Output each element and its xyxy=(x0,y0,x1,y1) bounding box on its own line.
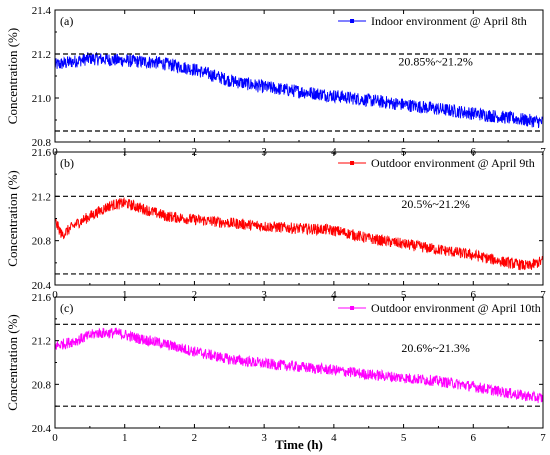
x-tick-label: 4 xyxy=(331,432,337,444)
y-tick-label: 21.6 xyxy=(32,292,52,304)
x-tick-label: 6 xyxy=(471,432,477,444)
legend-label: Indoor environment @ April 8th xyxy=(371,14,527,28)
y-tick-label: 21.6 xyxy=(32,147,52,159)
y-tick-label: 20.8 xyxy=(32,236,52,248)
x-tick-label: 2 xyxy=(192,289,198,301)
panel-label: (a) xyxy=(60,14,73,28)
x-axis-label: Time (h) xyxy=(275,437,323,452)
x-tick-label: 7 xyxy=(540,289,546,301)
x-tick-label: 1 xyxy=(122,289,128,301)
y-axis-label: Concentration (%) xyxy=(5,28,20,124)
data-series-line xyxy=(54,197,544,271)
y-tick-label: 21.0 xyxy=(32,93,52,105)
range-annotation: 20.5%~21.2% xyxy=(401,197,469,211)
legend-marker xyxy=(350,19,355,23)
data-series-line xyxy=(54,327,544,404)
x-tick-label: 5 xyxy=(401,289,407,301)
x-tick-label: 6 xyxy=(471,289,477,301)
legend-marker xyxy=(350,306,355,310)
chart-panel-3: 0 1 2 3 4 5 6 7 20.4 20.8 21.2 21.6 Concentration (%… xyxy=(5,292,546,452)
plot-frame xyxy=(54,296,544,429)
y-tick-label: 20.8 xyxy=(32,137,52,149)
x-tick-label: 3 xyxy=(261,432,267,444)
x-tick-label: 3 xyxy=(261,289,267,301)
y-tick-label: 20.4 xyxy=(32,280,52,292)
y-tick-label: 20.8 xyxy=(32,379,52,391)
y-tick-label: 20.4 xyxy=(32,423,52,435)
x-tick-label: 5 xyxy=(401,432,407,444)
y-axis-label: Concentration (%) xyxy=(5,170,20,266)
y-tick-label: 21.2 xyxy=(32,49,51,61)
y-tick-label: 21.2 xyxy=(32,191,51,203)
x-tick-label: 2 xyxy=(192,432,198,444)
x-tick-label: 7 xyxy=(540,432,546,444)
y-tick-label: 21.2 xyxy=(32,336,51,348)
plot-frame xyxy=(54,151,544,286)
chart-panel-2: 0 1 2 3 4 5 6 7 20.4 20.8 21.2 21.6 Concentration (%… xyxy=(5,147,546,301)
plot-frame xyxy=(54,9,544,143)
y-tick-label: 21.4 xyxy=(32,5,52,17)
legend-marker xyxy=(350,161,355,165)
x-tick-label: 0 xyxy=(52,289,58,301)
panel-label: (c) xyxy=(60,301,73,315)
x-tick-label: 0 xyxy=(52,432,58,444)
y-axis-label: Concentration (%) xyxy=(5,314,20,410)
panel-label: (b) xyxy=(60,156,74,170)
legend-label: Outdoor environment @ April 10th xyxy=(371,301,541,315)
data-series-line xyxy=(54,52,544,129)
x-tick-label: 1 xyxy=(122,432,128,444)
range-annotation: 20.6%~21.3% xyxy=(401,341,469,355)
legend-label: Outdoor environment @ April 9th xyxy=(371,156,535,170)
range-annotation: 20.85%~21.2% xyxy=(398,54,472,68)
x-tick-label: 4 xyxy=(331,289,337,301)
